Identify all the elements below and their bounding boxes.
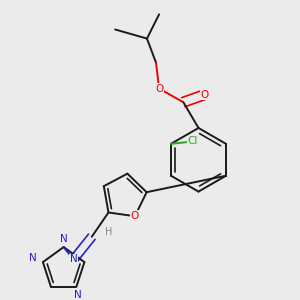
Text: N: N bbox=[74, 290, 82, 300]
Text: N: N bbox=[60, 234, 68, 244]
Text: O: O bbox=[200, 90, 209, 100]
Text: Cl: Cl bbox=[188, 136, 198, 146]
Text: N: N bbox=[70, 254, 77, 265]
Text: O: O bbox=[131, 211, 139, 221]
Text: H: H bbox=[105, 227, 112, 237]
Text: O: O bbox=[155, 84, 163, 94]
Text: N: N bbox=[29, 254, 37, 263]
